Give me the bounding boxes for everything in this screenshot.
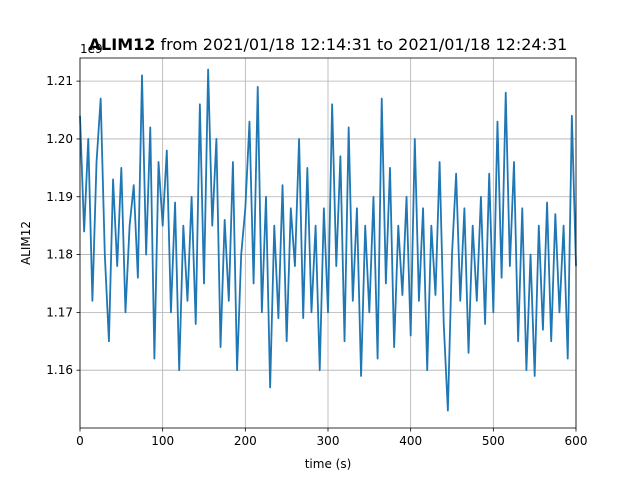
chart-title-rest: from 2021/01/18 12:14:31 to 2021/01/18 1…	[155, 35, 567, 54]
chart-title: ALIM12 from 2021/01/18 12:14:31 to 2021/…	[89, 35, 568, 54]
chart-title-bold: ALIM12	[89, 35, 156, 54]
y-tick-label: 1.21	[46, 74, 73, 88]
y-axis: 1.16 1.17 1.18 1.19 1.20 1.21	[46, 74, 80, 377]
y-tick-label: 1.20	[46, 132, 73, 146]
x-axis: 0 100 200 300 400 500 600	[76, 428, 587, 448]
y-tick-label: 1.16	[46, 363, 73, 377]
x-tick-label: 400	[399, 434, 422, 448]
x-tick-label: 0	[76, 434, 84, 448]
x-axis-label: time (s)	[305, 457, 352, 471]
x-tick-label: 200	[234, 434, 257, 448]
y-tick-label: 1.19	[46, 190, 73, 204]
y-tick-label: 1.18	[46, 248, 73, 262]
x-tick-label: 300	[317, 434, 340, 448]
x-tick-label: 500	[482, 434, 505, 448]
series-layer	[79, 68, 577, 412]
y-axis-label: ALIM12	[19, 221, 33, 265]
x-tick-label: 100	[151, 434, 174, 448]
y-tick-label: 1.17	[46, 305, 73, 319]
y-offset-label: 1e9	[80, 42, 103, 56]
x-tick-label: 600	[565, 434, 588, 448]
series-line	[79, 68, 577, 412]
